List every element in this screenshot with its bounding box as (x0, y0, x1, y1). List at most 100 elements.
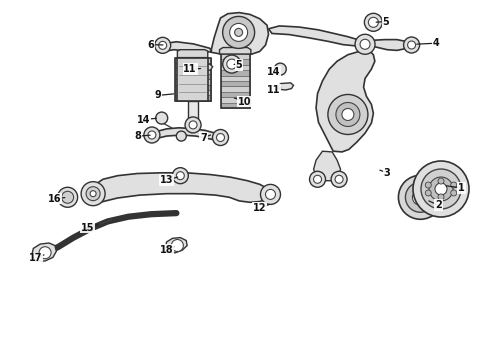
Text: 7: 7 (200, 133, 207, 143)
Polygon shape (162, 42, 212, 53)
Circle shape (368, 17, 378, 27)
Bar (175, 58, 211, 63)
Text: 18: 18 (160, 245, 173, 255)
Circle shape (217, 134, 224, 141)
Circle shape (62, 191, 74, 203)
Circle shape (425, 182, 431, 188)
Bar (220, 76, 250, 81)
Circle shape (451, 190, 457, 196)
Bar (220, 65, 250, 70)
Circle shape (235, 28, 243, 36)
Circle shape (155, 37, 171, 53)
Circle shape (230, 23, 247, 41)
Circle shape (425, 190, 431, 196)
Circle shape (408, 41, 416, 49)
Circle shape (81, 182, 105, 206)
Circle shape (90, 191, 96, 197)
Circle shape (172, 239, 183, 252)
Bar (220, 97, 250, 103)
Text: 5: 5 (236, 60, 243, 70)
Text: 10: 10 (238, 96, 252, 107)
Bar (220, 103, 250, 108)
Bar (175, 63, 211, 68)
Circle shape (261, 184, 280, 204)
Circle shape (405, 182, 436, 212)
Bar (175, 74, 211, 79)
Circle shape (365, 13, 382, 31)
Circle shape (274, 63, 286, 75)
Text: 2: 2 (435, 200, 442, 210)
Circle shape (314, 175, 321, 183)
Circle shape (86, 187, 100, 201)
Text: 11: 11 (267, 85, 280, 95)
Polygon shape (92, 173, 270, 204)
Circle shape (331, 171, 347, 187)
Bar (175, 79, 211, 85)
Circle shape (335, 175, 343, 183)
Bar (220, 86, 250, 92)
Bar (175, 85, 211, 90)
Text: 3: 3 (384, 168, 391, 178)
Bar (177, 58, 208, 101)
Text: 5: 5 (383, 17, 390, 27)
Circle shape (213, 130, 228, 145)
Circle shape (176, 172, 184, 180)
Circle shape (429, 177, 453, 201)
Polygon shape (197, 64, 213, 71)
Bar (220, 54, 250, 59)
Bar (220, 70, 250, 76)
Circle shape (189, 121, 197, 129)
Text: 6: 6 (147, 40, 154, 50)
Circle shape (58, 187, 77, 207)
Circle shape (148, 131, 156, 139)
Polygon shape (316, 51, 375, 152)
Text: 8: 8 (135, 131, 142, 141)
Circle shape (438, 178, 444, 184)
Polygon shape (211, 13, 269, 56)
Circle shape (156, 112, 168, 124)
Polygon shape (363, 40, 409, 50)
Polygon shape (278, 83, 294, 90)
Circle shape (342, 108, 354, 121)
Bar (175, 68, 211, 74)
Text: 4: 4 (433, 38, 440, 48)
Circle shape (159, 41, 167, 49)
Text: 14: 14 (267, 67, 280, 77)
Circle shape (435, 183, 447, 195)
Text: 12: 12 (253, 203, 267, 213)
Circle shape (39, 247, 51, 259)
Bar (220, 81, 250, 86)
Circle shape (451, 182, 457, 188)
Circle shape (404, 37, 419, 53)
Bar (220, 92, 250, 97)
Text: 14: 14 (137, 114, 150, 125)
Circle shape (310, 171, 325, 187)
Circle shape (222, 17, 255, 48)
Text: 13: 13 (160, 175, 173, 185)
Text: 16: 16 (48, 194, 62, 204)
Circle shape (328, 94, 368, 135)
Circle shape (227, 59, 237, 69)
Circle shape (223, 55, 241, 73)
Circle shape (360, 39, 370, 49)
Polygon shape (314, 151, 341, 181)
Bar (220, 59, 250, 65)
Circle shape (185, 117, 201, 133)
Polygon shape (188, 101, 198, 122)
Polygon shape (177, 50, 208, 58)
Circle shape (438, 194, 444, 200)
Text: 1: 1 (458, 183, 465, 193)
Text: 11: 11 (183, 64, 197, 74)
Circle shape (336, 103, 360, 126)
Polygon shape (269, 26, 363, 46)
Circle shape (176, 131, 186, 141)
Polygon shape (166, 238, 187, 253)
Polygon shape (153, 128, 220, 140)
Circle shape (413, 189, 428, 205)
Circle shape (355, 34, 375, 54)
Circle shape (421, 169, 461, 209)
Text: 9: 9 (155, 90, 162, 100)
Circle shape (398, 175, 442, 219)
Text: 15: 15 (80, 222, 94, 233)
Bar (175, 90, 211, 95)
